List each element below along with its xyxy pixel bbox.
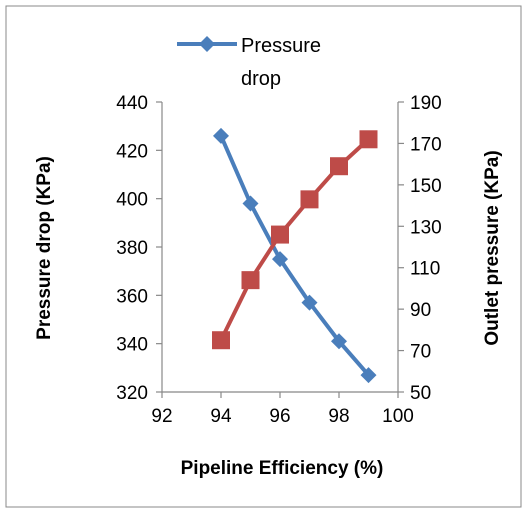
right-y-tick-label: 50	[410, 383, 431, 404]
left-y-tick-label: 360	[116, 286, 148, 307]
right-y-tick-label: 110	[410, 259, 440, 280]
series-2	[212, 130, 378, 350]
square-marker	[330, 157, 348, 176]
diamond-marker	[272, 251, 288, 268]
x-tick-label: 100	[382, 406, 414, 427]
x-ticks: 92 94 96 98 100	[151, 392, 414, 427]
x-tick-label: 94	[210, 406, 232, 427]
square-marker	[300, 190, 319, 209]
diamond-marker	[360, 367, 377, 384]
right-y-tick-label: 190	[410, 93, 442, 114]
right-y-tick-label: 70	[410, 342, 431, 363]
diamond-marker	[242, 195, 259, 212]
left-y-tick-label: 340	[116, 335, 148, 356]
diamond-marker	[301, 294, 318, 311]
legend-label-line1: Pressure	[241, 35, 321, 57]
x-tick-label: 92	[151, 406, 172, 427]
square-marker	[359, 130, 378, 149]
left-y-axis-title: Pressure drop (KPa)	[34, 156, 55, 340]
right-y-tick-label: 90	[410, 300, 431, 321]
plot-area	[212, 127, 378, 384]
square-marker	[212, 331, 230, 350]
x-axis-title: Pipeline Efficiency (%)	[181, 458, 384, 479]
right-y-tick-label: 170	[410, 134, 442, 155]
series-1-line	[219, 135, 371, 377]
left-y-tick-label: 400	[116, 190, 148, 211]
diamond-marker	[331, 333, 347, 350]
right-y-ticks: 50 70 90 110 130 150 170 190	[398, 93, 442, 404]
right-y-tick-label: 150	[410, 176, 442, 197]
legend: Pressure drop	[177, 35, 321, 90]
left-y-tick-label: 420	[116, 141, 148, 162]
x-tick-label: 96	[269, 406, 290, 427]
right-y-axis-title: Outlet pressure (KPa)	[482, 150, 503, 345]
series-1	[213, 127, 377, 384]
left-y-ticks: 320 340 360 380 400 420 440	[116, 93, 162, 404]
diamond-marker	[213, 127, 229, 144]
left-y-tick-label: 440	[116, 93, 148, 114]
legend-marker-diamond	[199, 36, 215, 52]
legend-label-line2: drop	[241, 68, 281, 90]
x-tick-label: 98	[328, 406, 349, 427]
right-y-tick-label: 130	[410, 217, 442, 238]
left-y-tick-label: 380	[116, 238, 148, 259]
square-marker	[241, 271, 260, 290]
left-y-tick-label: 320	[116, 383, 148, 404]
square-marker	[271, 225, 289, 244]
